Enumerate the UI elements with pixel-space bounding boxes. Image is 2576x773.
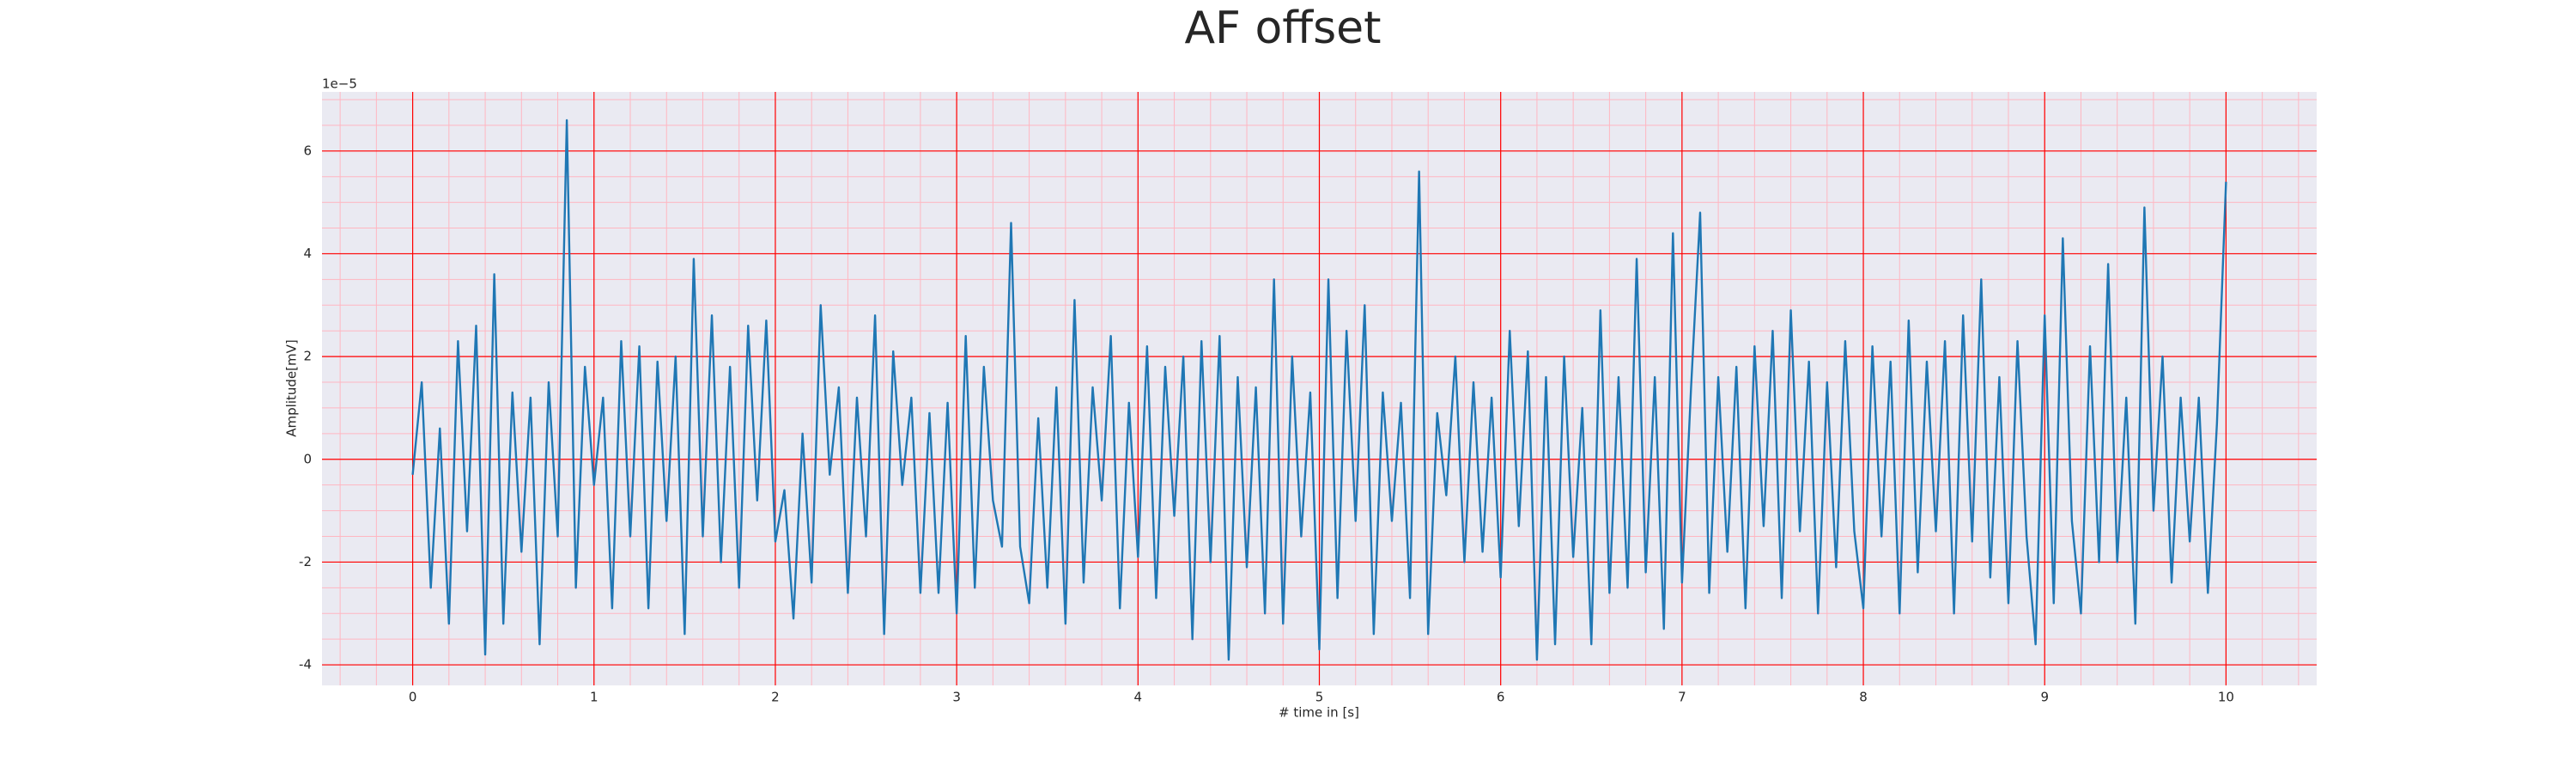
x-tick-label: 2	[771, 690, 780, 705]
x-tick-label: 0	[409, 690, 417, 705]
y-tick-label: 2	[303, 349, 312, 364]
x-tick-label: 6	[1497, 690, 1505, 705]
x-tick-label: 3	[952, 690, 961, 705]
y-offset-label: 1e−5	[322, 76, 357, 92]
y-tick-label: -2	[299, 554, 312, 569]
y-tick-label: 0	[303, 451, 312, 466]
x-tick-label: 7	[1678, 690, 1686, 705]
x-axis-label: # time in [s]	[1279, 705, 1359, 721]
x-tick-label: 1	[590, 690, 598, 705]
chart-title: AF offset	[1184, 3, 1381, 54]
x-tick-label: 8	[1859, 690, 1868, 705]
x-tick-label: 5	[1315, 690, 1324, 705]
series-line	[411, 119, 2227, 661]
y-tick-label: 6	[303, 143, 312, 158]
x-tick-label: 9	[2040, 690, 2049, 705]
x-tick-label: 10	[2218, 690, 2234, 705]
y-tick-label: -4	[299, 657, 312, 673]
y-tick-label: 4	[303, 246, 312, 261]
y-axis-label: Amplitude[mV]	[284, 339, 300, 436]
x-tick-label: 4	[1134, 690, 1143, 705]
